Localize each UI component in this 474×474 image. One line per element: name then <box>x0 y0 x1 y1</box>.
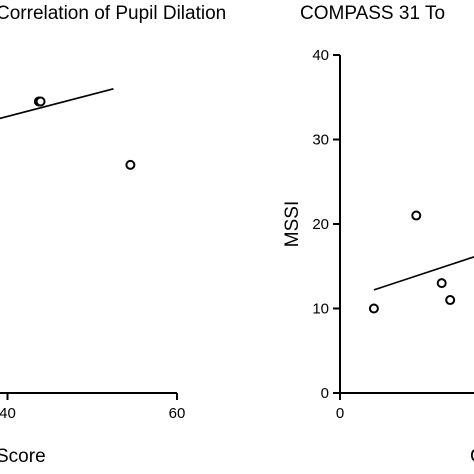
left-x-tick-label: 40 <box>0 405 16 422</box>
right-data-point <box>368 303 379 314</box>
right-data-point <box>445 295 456 306</box>
right-regression-line <box>373 256 474 291</box>
right-y-tick-label: 40 <box>312 47 329 64</box>
left-points-group <box>33 96 136 170</box>
right-chart-panel: COMPASS 31 To MSSI C 0 0 10 20 30 40 <box>282 3 474 467</box>
left-x-axis-title: Score <box>0 446 46 467</box>
left-chart-title: Correlation of Pupil Dilation <box>0 3 226 24</box>
right-y-tick-label: 10 <box>312 301 329 318</box>
right-y-tick-label: 20 <box>312 216 329 233</box>
left-fit-line-group <box>0 88 114 120</box>
left-regression-line <box>0 88 114 120</box>
right-y-tick-label: 0 <box>321 385 329 402</box>
right-y-tick-label: 30 <box>312 132 329 149</box>
left-data-point <box>35 96 46 107</box>
left-chart-panel: Correlation of Pupil Dilation Score 40 60 <box>0 3 226 467</box>
right-x-tick-label: 0 <box>336 405 344 422</box>
right-x-axis-title: C <box>470 446 474 467</box>
right-data-point <box>411 210 422 221</box>
left-data-point <box>125 159 136 170</box>
right-y-ticks-group: 0 10 20 30 40 <box>312 47 340 402</box>
right-chart-title: COMPASS 31 To <box>300 3 445 24</box>
left-x-tick-label: 60 <box>169 405 186 422</box>
right-fit-line-group <box>373 256 474 291</box>
left-x-ticks-group: 40 60 <box>0 393 185 422</box>
right-y-axis-title: MSSI <box>282 201 303 247</box>
right-points-group <box>368 210 456 314</box>
right-x-ticks-group: 0 <box>336 393 344 422</box>
right-data-point <box>436 278 447 289</box>
